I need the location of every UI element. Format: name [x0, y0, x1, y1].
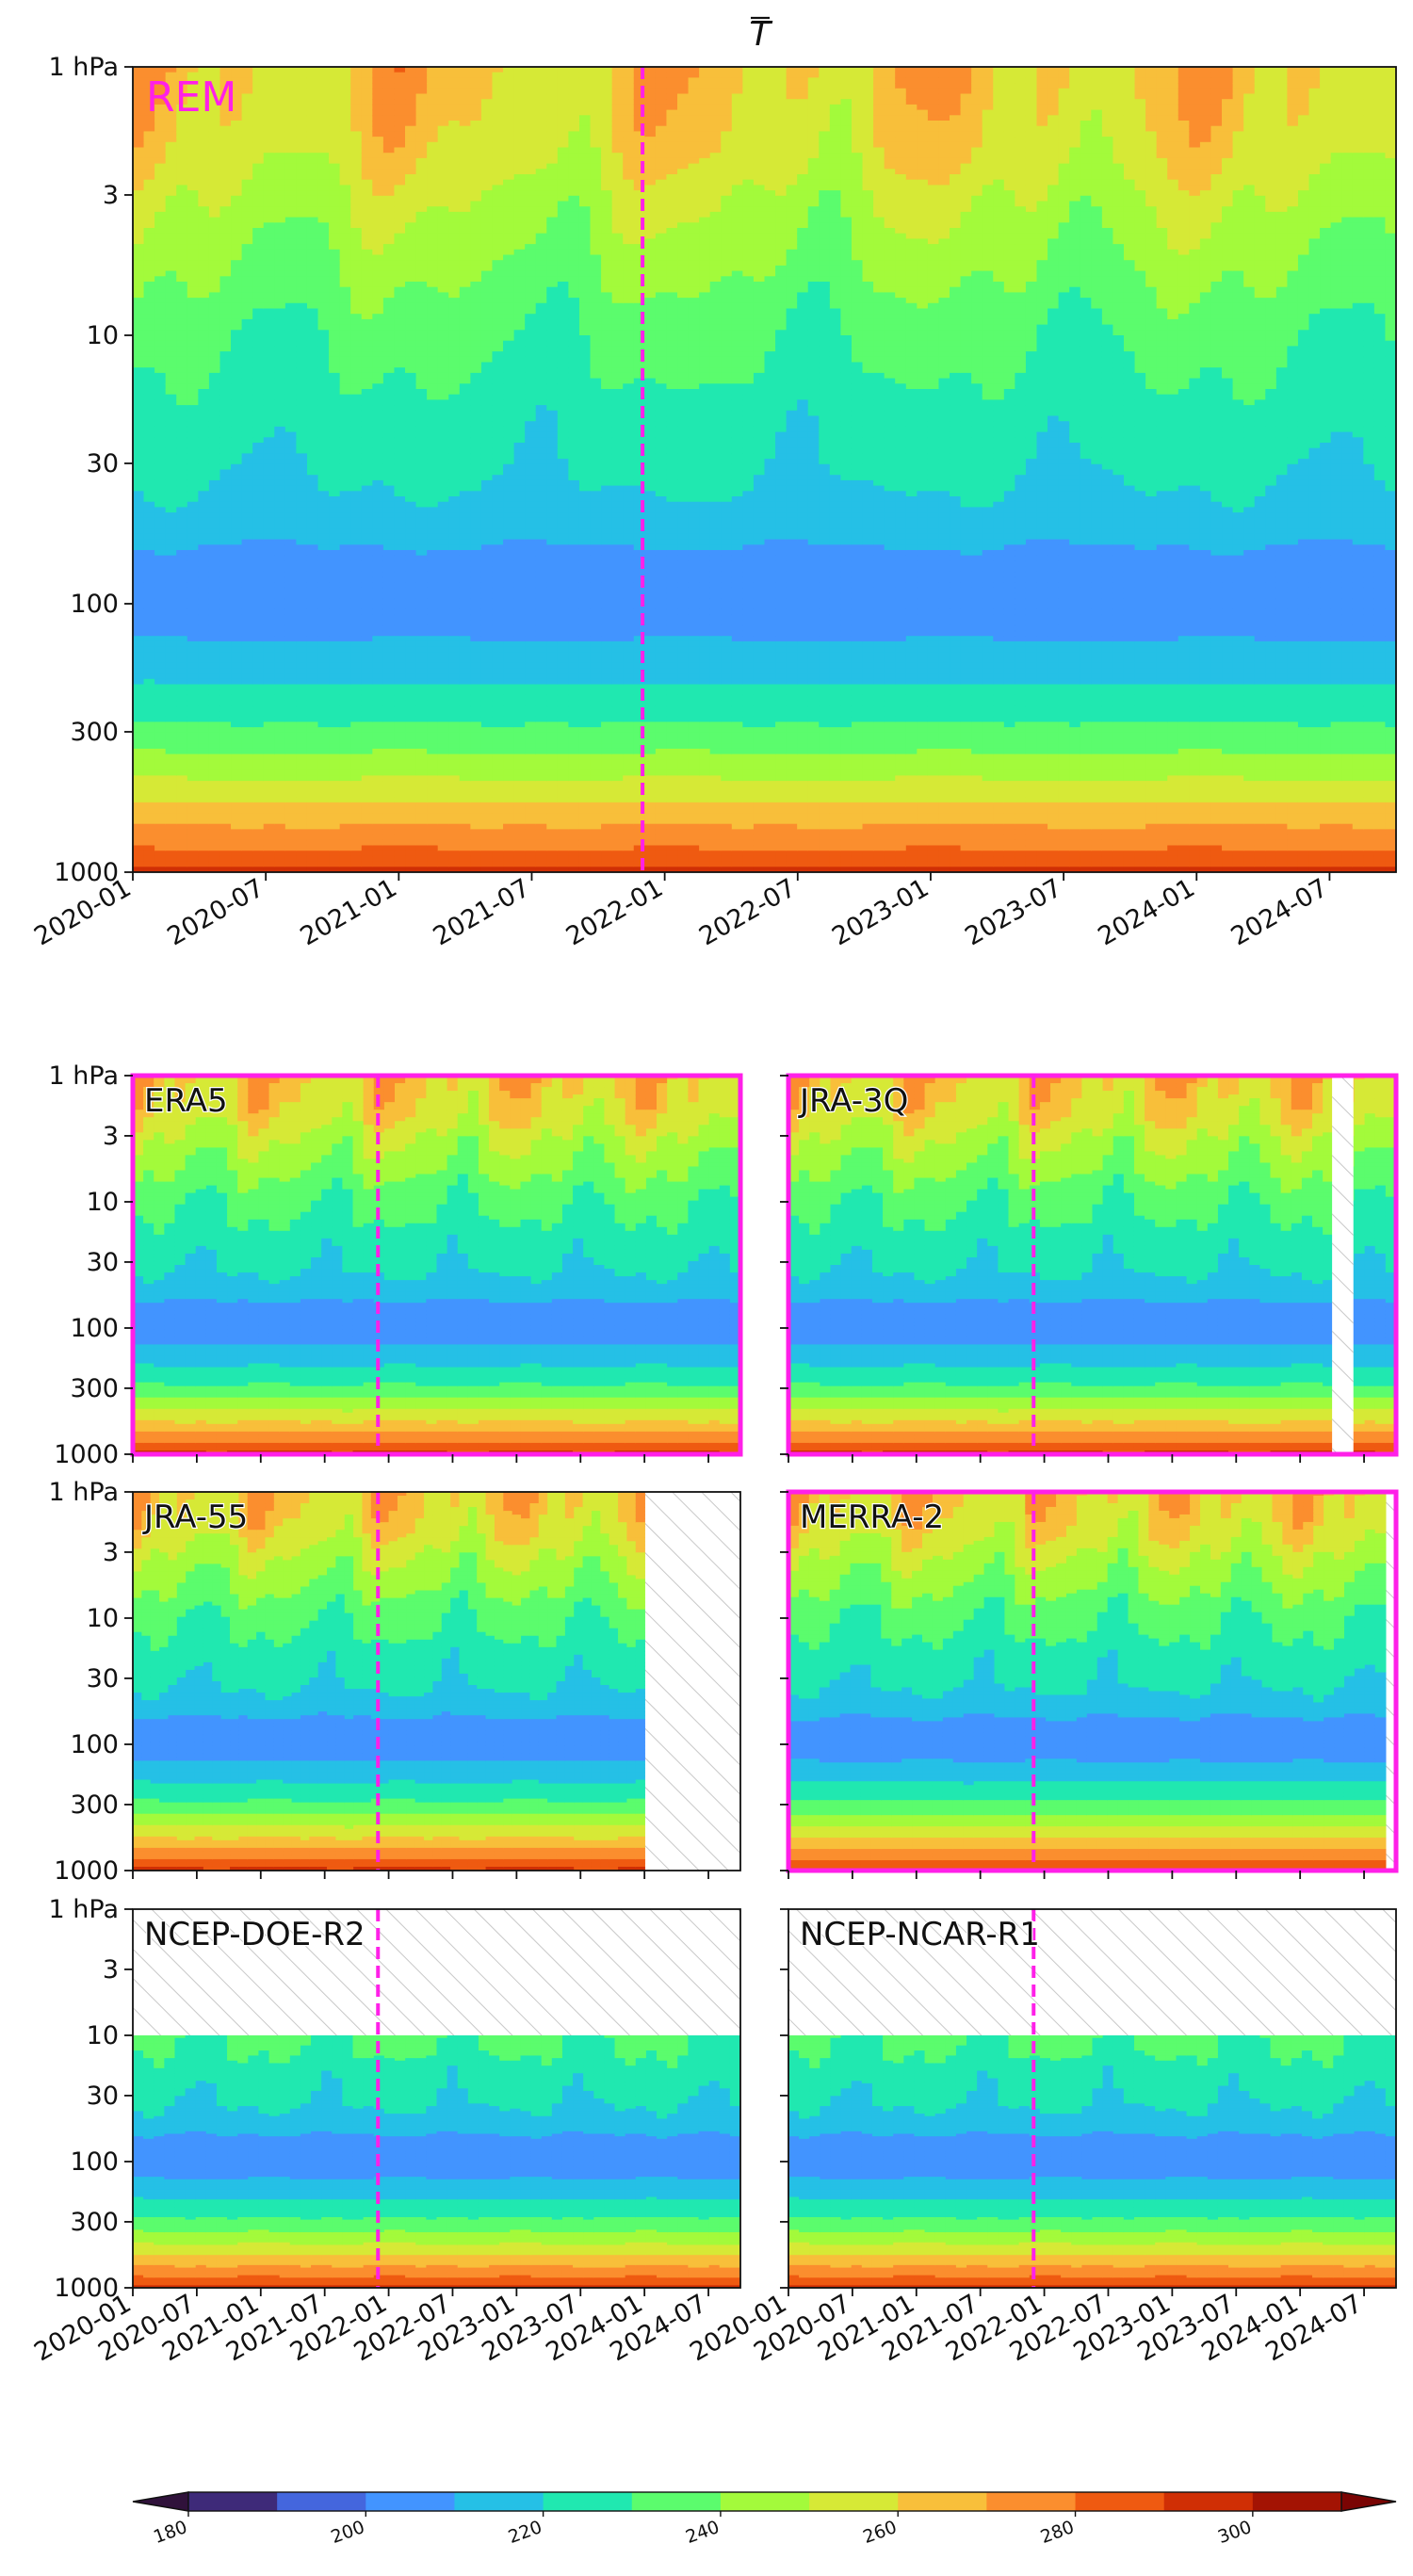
data-gap-hatch [1332, 1076, 1354, 1454]
chart-title: T [750, 15, 773, 54]
y-tick-label: 10 [87, 1604, 119, 1633]
x-tick-label: 2024-01 [1094, 873, 1200, 951]
colorbar-segment [1253, 2492, 1342, 2511]
x-tick-label: 2024-07 [1226, 873, 1333, 951]
colorbar-segment [632, 2492, 722, 2511]
y-tick-label: 1 hPa [49, 1478, 120, 1507]
y-tick-label: 1000 [54, 1856, 119, 1886]
y-tick-label: 3 [103, 1955, 119, 1985]
colorbar-segment [544, 2492, 633, 2511]
y-tick-label: 3 [103, 1538, 119, 1567]
x-tick-label: 2022-07 [694, 873, 801, 951]
contour-field [788, 1076, 1397, 1455]
colorbar-segment [277, 2492, 366, 2511]
x-tick-label: 2022-01 [561, 873, 668, 951]
y-tick-label: 100 [70, 1314, 119, 1343]
colorbar-segment [365, 2492, 455, 2511]
y-tick-label: 1 hPa [49, 1061, 120, 1091]
y-tick-label: 1 hPa [49, 53, 120, 82]
chart-title-text: T [750, 15, 773, 54]
contour-field [133, 67, 1397, 873]
y-tick-label: 30 [87, 1664, 119, 1693]
panel-label: JRA-55 [142, 1499, 248, 1536]
contour-field [133, 1909, 741, 2289]
x-tick-label: 2023-07 [960, 873, 1066, 951]
panel-label: ERA5 [144, 1082, 228, 1120]
y-tick-label: 300 [70, 1790, 119, 1820]
colorbar-tick-label: 280 [1038, 2517, 1078, 2548]
colorbar-tick-label: 300 [1215, 2517, 1255, 2548]
y-tick-label: 3 [103, 1122, 119, 1151]
panel-label: MERRA-2 [800, 1499, 944, 1536]
y-tick-label: 30 [87, 2082, 119, 2111]
colorbar-segment [188, 2492, 278, 2511]
contour-field [788, 1492, 1396, 1871]
y-tick-label: 100 [70, 1730, 119, 1759]
x-tick-label: 2021-07 [429, 873, 535, 951]
colorbar-extend-high [1341, 2492, 1396, 2511]
panel-ncep-ncar-r1: 2020-012020-072021-012021-072022-012022-… [685, 1909, 1396, 2367]
y-tick-label: 300 [70, 2208, 119, 2237]
colorbar-segment [898, 2492, 987, 2511]
panel-jra-3q: JRA-3Q [780, 1076, 1397, 1463]
y-tick-label: 10 [87, 1188, 119, 1217]
y-tick-label: 100 [70, 590, 119, 619]
y-tick-label: 3 [103, 181, 119, 210]
colorbar-extend-low [133, 2492, 188, 2511]
y-tick-label: 30 [87, 449, 119, 478]
panel-merra-2: MERRA-2 [780, 1492, 1396, 1879]
colorbar: 180 200 220 240 260 280 300 [133, 2492, 1396, 2548]
y-tick-label: 300 [70, 1374, 119, 1403]
panel-label: NCEP-DOE-R2 [144, 1916, 365, 1953]
colorbar-segment [1076, 2492, 1165, 2511]
y-tick-label: 10 [87, 321, 119, 350]
x-tick-label: 2023-01 [827, 873, 934, 951]
x-tick-label: 2021-01 [296, 873, 402, 951]
y-tick-label: 300 [70, 718, 119, 747]
y-tick-label: 1 hPa [49, 1895, 120, 1924]
panel-era5: 1 hPa 3 10 30 100 300 1000 ERA5 [49, 1061, 741, 1469]
y-tick-label: 1000 [54, 1440, 119, 1469]
colorbar-tick-label: 260 [860, 2517, 900, 2548]
contour-field [788, 1909, 1397, 2289]
colorbar-segment [809, 2492, 899, 2511]
contour-field [133, 1076, 741, 1455]
colorbar-segment [986, 2492, 1076, 2511]
colorbar-segment [721, 2492, 810, 2511]
y-tick-label: 10 [87, 2021, 119, 2050]
colorbar-segment [1164, 2492, 1254, 2511]
colorbar-tick-label: 240 [683, 2517, 723, 2548]
panel-label: JRA-3Q [798, 1082, 908, 1120]
colorbar-tick-label: 200 [328, 2517, 367, 2548]
colorbar-tick-label: 220 [506, 2517, 545, 2548]
contour-field [133, 1492, 740, 1871]
colorbar-segment [454, 2492, 544, 2511]
y-tick-label: 100 [70, 2147, 119, 2177]
panel-ncep-doe-r2: 1 hPa3103010030010002020-012020-072021-0… [29, 1895, 740, 2367]
panel-label: NCEP-NCAR-R1 [800, 1916, 1040, 1953]
colorbar-tick-label: 180 [151, 2517, 190, 2548]
panel-label: REM [146, 73, 236, 122]
x-tick-label: 2020-07 [162, 873, 268, 951]
panel-jra-55: 1 hPa 3 10 30 100 300 1000 JRA-55 [49, 1478, 741, 1886]
y-tick-label: 30 [87, 1248, 119, 1277]
